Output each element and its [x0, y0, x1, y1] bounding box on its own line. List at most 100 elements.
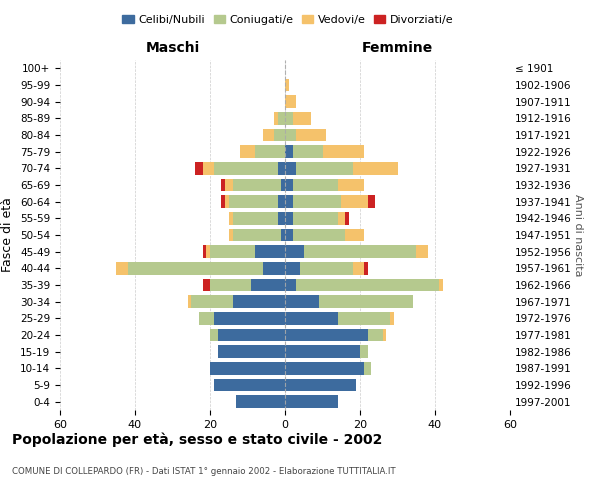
Bar	[277, 196, 285, 208]
Bar	[236, 396, 285, 408]
Bar	[296, 162, 353, 174]
Bar	[199, 312, 214, 324]
Bar	[128, 262, 263, 274]
Bar	[364, 262, 367, 274]
Y-axis label: Anni di nascita: Anni di nascita	[573, 194, 583, 276]
Bar	[293, 196, 341, 208]
Bar	[367, 329, 383, 341]
Bar	[214, 312, 285, 324]
Bar	[304, 246, 416, 258]
Bar	[218, 329, 285, 341]
Bar	[263, 129, 274, 141]
Bar	[233, 296, 285, 308]
Bar	[353, 262, 364, 274]
Bar	[233, 179, 281, 192]
Bar	[240, 146, 255, 158]
Bar	[225, 196, 229, 208]
Bar	[285, 112, 293, 124]
Bar	[210, 329, 218, 341]
Bar	[285, 379, 356, 391]
Bar	[353, 162, 398, 174]
Bar	[345, 229, 364, 241]
Bar	[203, 162, 214, 174]
Bar	[263, 262, 285, 274]
Bar	[206, 246, 210, 258]
Bar	[187, 296, 191, 308]
Y-axis label: Fasce di età: Fasce di età	[1, 198, 14, 272]
Bar	[210, 362, 285, 374]
Bar	[229, 212, 233, 224]
Bar	[277, 162, 285, 174]
Bar	[285, 146, 293, 158]
Bar	[221, 179, 225, 192]
Bar	[439, 279, 443, 291]
Bar	[116, 262, 128, 274]
Bar	[296, 129, 326, 141]
Bar	[345, 212, 349, 224]
Bar	[285, 296, 319, 308]
Bar	[210, 246, 255, 258]
Bar	[293, 229, 345, 241]
Bar	[293, 212, 337, 224]
Bar	[210, 279, 251, 291]
Bar	[300, 262, 353, 274]
Bar	[274, 112, 277, 124]
Bar	[285, 196, 293, 208]
Bar	[285, 396, 337, 408]
Bar	[285, 212, 293, 224]
Bar	[285, 129, 296, 141]
Bar	[191, 296, 233, 308]
Bar	[367, 196, 375, 208]
Legend: Celibi/Nubili, Coniugati/e, Vedovi/e, Divorziati/e: Celibi/Nubili, Coniugati/e, Vedovi/e, Di…	[118, 10, 458, 29]
Bar	[293, 146, 323, 158]
Bar	[233, 212, 277, 224]
Bar	[390, 312, 394, 324]
Bar	[285, 96, 296, 108]
Bar	[281, 179, 285, 192]
Bar	[285, 262, 300, 274]
Bar	[337, 212, 345, 224]
Bar	[255, 146, 285, 158]
Bar	[285, 179, 293, 192]
Bar	[281, 229, 285, 241]
Bar	[203, 279, 210, 291]
Bar	[296, 279, 439, 291]
Bar	[383, 329, 386, 341]
Bar	[341, 196, 367, 208]
Bar	[285, 279, 296, 291]
Bar	[285, 79, 289, 92]
Bar	[285, 312, 337, 324]
Bar	[233, 229, 281, 241]
Text: Maschi: Maschi	[145, 41, 200, 55]
Bar	[255, 246, 285, 258]
Bar	[285, 329, 367, 341]
Bar	[416, 246, 427, 258]
Bar	[203, 246, 206, 258]
Bar	[225, 179, 233, 192]
Bar	[285, 362, 364, 374]
Bar	[229, 229, 233, 241]
Bar	[251, 279, 285, 291]
Bar	[274, 129, 285, 141]
Bar	[285, 229, 293, 241]
Bar	[337, 179, 364, 192]
Bar	[360, 346, 367, 358]
Text: Femmine: Femmine	[362, 41, 433, 55]
Bar	[364, 362, 371, 374]
Bar	[319, 296, 413, 308]
Bar	[214, 379, 285, 391]
Bar	[229, 196, 277, 208]
Text: Popolazione per età, sesso e stato civile - 2002: Popolazione per età, sesso e stato civil…	[12, 432, 382, 447]
Bar	[285, 346, 360, 358]
Bar	[285, 162, 296, 174]
Bar	[277, 112, 285, 124]
Bar	[323, 146, 364, 158]
Bar	[285, 246, 304, 258]
Bar	[214, 162, 277, 174]
Bar	[221, 196, 225, 208]
Bar	[277, 212, 285, 224]
Bar	[195, 162, 203, 174]
Text: COMUNE DI COLLEPARDO (FR) - Dati ISTAT 1° gennaio 2002 - Elaborazione TUTTITALIA: COMUNE DI COLLEPARDO (FR) - Dati ISTAT 1…	[12, 468, 395, 476]
Bar	[337, 312, 390, 324]
Bar	[293, 179, 337, 192]
